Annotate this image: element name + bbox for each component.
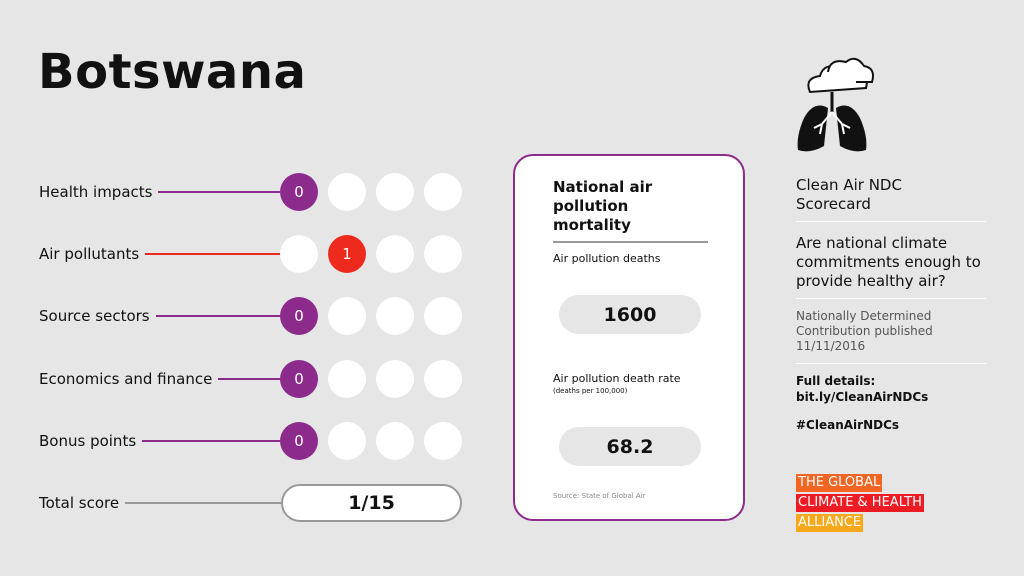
row-label: Bonus points — [39, 432, 137, 450]
score-row: Air pollutants 1 — [39, 235, 462, 273]
hashtag: #CleanAirNDCs — [796, 418, 900, 432]
logo-line: THE GLOBAL — [796, 474, 883, 492]
sidebar-heading: Clean Air NDC Scorecard — [796, 176, 902, 213]
details-link[interactable]: bit.ly/CleanAirNDCs — [796, 390, 929, 404]
total-value: 1/15 — [281, 484, 462, 522]
separator — [796, 221, 986, 222]
question: Are national climate commitments enough … — [796, 234, 981, 290]
empty-circle — [376, 173, 414, 211]
score-circles: 1 — [280, 235, 462, 273]
score-row: Economics and finance 0 — [39, 360, 462, 398]
score-marker: 0 — [280, 173, 318, 211]
empty-circle — [280, 235, 318, 273]
country-title: Botswana — [38, 44, 307, 100]
row-label: Health impacts — [39, 183, 153, 201]
connector — [142, 440, 280, 442]
empty-circle — [424, 360, 462, 398]
score-circles: 0 — [280, 297, 462, 335]
separator — [796, 363, 986, 364]
empty-circle — [328, 360, 366, 398]
empty-circle — [424, 297, 462, 335]
total-row: Total score 1/15 — [39, 484, 462, 522]
mortality-card: National air pollution mortality Air pol… — [513, 154, 745, 521]
empty-circle — [376, 235, 414, 273]
connector — [145, 253, 280, 255]
source: Source: State of Global Air — [553, 492, 646, 500]
score-marker: 0 — [280, 422, 318, 460]
details-label: Full details: — [796, 374, 876, 388]
row-label: Source sectors — [39, 307, 150, 325]
rate-label: Air pollution death rate — [553, 372, 681, 385]
deaths-value: 1600 — [559, 295, 701, 334]
empty-circle — [424, 422, 462, 460]
connector — [155, 315, 280, 317]
row-label: Economics and finance — [39, 370, 213, 388]
row-label: Air pollutants — [39, 245, 140, 263]
alliance-logo: THE GLOBAL CLIMATE & HEALTH ALLIANCE — [796, 472, 988, 532]
connector — [158, 191, 280, 193]
lungs-icon — [797, 57, 874, 152]
empty-circle — [328, 173, 366, 211]
score-row: Source sectors 0 — [39, 297, 462, 335]
separator — [796, 298, 986, 299]
rate-unit: (deaths per 100,000) — [553, 387, 628, 395]
score-marker: 0 — [280, 297, 318, 335]
ndc-date: 11/11/2016 — [796, 339, 866, 353]
ndc-note: Nationally Determined Contribution publi… — [796, 309, 933, 338]
score-circles: 0 — [280, 422, 462, 460]
empty-circle — [328, 422, 366, 460]
connector — [218, 378, 280, 380]
deaths-label: Air pollution deaths — [553, 252, 661, 265]
score-circles: 0 — [280, 360, 462, 398]
score-row: Bonus points 0 — [39, 422, 462, 460]
score-circles: 0 — [280, 173, 462, 211]
empty-circle — [376, 422, 414, 460]
empty-circle — [328, 297, 366, 335]
total-label: Total score — [39, 494, 120, 512]
rate-value: 68.2 — [559, 427, 701, 466]
logo-line: ALLIANCE — [796, 514, 864, 532]
score-row: Health impacts 0 — [39, 173, 462, 211]
connector — [125, 502, 281, 504]
card-title: National air pollution mortality — [553, 178, 708, 243]
empty-circle — [424, 235, 462, 273]
score-marker: 1 — [328, 235, 366, 273]
empty-circle — [376, 360, 414, 398]
empty-circle — [424, 173, 462, 211]
logo-line: CLIMATE & HEALTH — [796, 494, 924, 512]
score-marker: 0 — [280, 360, 318, 398]
empty-circle — [376, 297, 414, 335]
